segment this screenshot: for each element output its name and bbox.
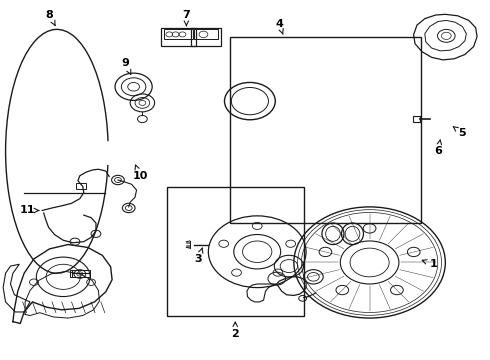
Bar [70, 270, 90, 277]
Bar [167, 187, 304, 316]
Text: 8: 8 [46, 10, 55, 26]
Text: 1: 1 [422, 259, 437, 269]
Text: 5: 5 [453, 127, 466, 138]
Text: 2: 2 [231, 322, 239, 339]
Bar [194, 30, 218, 40]
Text: 7: 7 [182, 10, 190, 26]
Bar [161, 28, 196, 45]
Text: 10: 10 [132, 165, 147, 181]
Bar [413, 116, 420, 122]
Text: 3: 3 [195, 248, 203, 264]
Text: 9: 9 [122, 58, 131, 74]
Bar [164, 30, 193, 40]
Text: 4: 4 [275, 19, 283, 35]
Text: 6: 6 [434, 140, 442, 156]
Text: 11: 11 [20, 206, 39, 216]
Bar [230, 37, 421, 223]
Bar [191, 28, 220, 45]
Bar [76, 183, 86, 189]
